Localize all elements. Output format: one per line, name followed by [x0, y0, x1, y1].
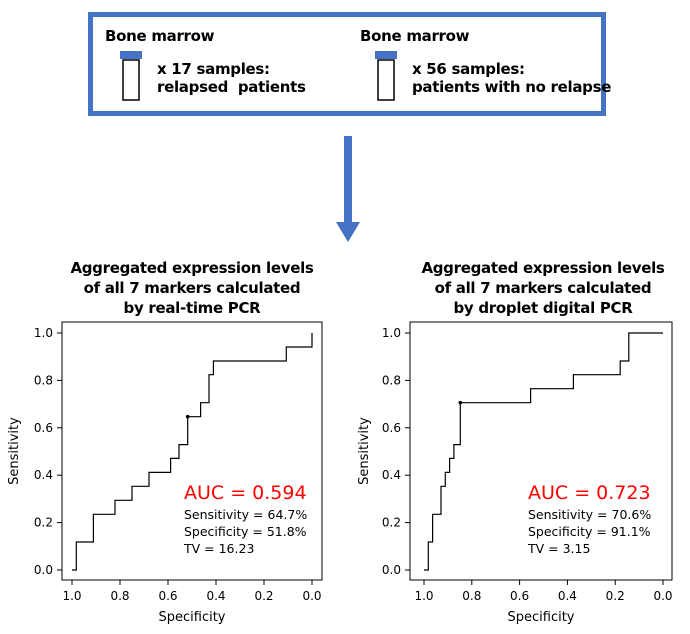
chart1-ytick-label: 0.6 — [34, 421, 53, 435]
chart2-roc-line — [424, 332, 663, 571]
chart1-ytick-label: 1.0 — [34, 326, 53, 340]
chart1-xtick-label: 0.6 — [158, 589, 177, 603]
chart1-xtick-label: 0.0 — [302, 589, 321, 603]
chart1-ytick-label: 0.0 — [34, 563, 53, 577]
chart2-stat-1: Specificity = 91.1% — [528, 524, 651, 539]
chart2-ylabel: Sensitivity — [357, 417, 372, 485]
chart2-xlabel: Specificity — [508, 610, 575, 625]
chart2-ytick-label: 0.2 — [382, 516, 401, 530]
left-group-count: x 17 samples: — [157, 60, 270, 78]
chart1-xlabel: Specificity — [159, 610, 226, 625]
chart2-auc-label: AUC = 0.723 — [528, 482, 651, 504]
chart2-ytick-label: 0.8 — [382, 373, 401, 387]
chart2-stat-2: TV = 3.15 — [527, 541, 590, 556]
chart2-ytick-label: 0.6 — [382, 421, 401, 435]
cohort-box — [88, 12, 606, 116]
chart2-xtick-label: 0.0 — [653, 589, 672, 603]
chart2-xtick-label: 0.2 — [606, 589, 625, 603]
right-group-count: x 56 samples: — [412, 60, 525, 78]
chart2-xtick-label: 0.6 — [510, 589, 529, 603]
chart1-xtick-label: 0.4 — [206, 589, 225, 603]
chart2-ytick-label: 0.4 — [382, 468, 401, 482]
down-arrow-icon — [336, 136, 360, 242]
chart2-optimal-point — [458, 400, 463, 405]
right-tube-icon — [375, 51, 397, 101]
chart1-ytick-label: 0.8 — [34, 373, 53, 387]
chart1-xtick-label: 0.8 — [110, 589, 129, 603]
chart1-ylabel: Sensitivity — [7, 417, 22, 485]
chart2-xtick-label: 0.4 — [558, 589, 577, 603]
chart2-ytick-label: 0.0 — [382, 563, 401, 577]
chart1-stat-2: TV = 16.23 — [183, 541, 254, 556]
chart1-roc-line — [72, 333, 313, 571]
chart1-ytick-label: 0.2 — [34, 516, 53, 530]
chart2-title-line1: Aggregated expression levels — [421, 259, 665, 277]
chart2-xtick-label: 0.8 — [462, 589, 481, 603]
chart1-auc-label: AUC = 0.594 — [184, 482, 307, 504]
right-group-desc: patients with no relapse — [412, 78, 612, 96]
chart2-ytick-label: 1.0 — [382, 326, 401, 340]
left-group-desc: relapsed patients — [157, 78, 306, 96]
chart1-title-line1: Aggregated expression levels — [70, 259, 314, 277]
chart1-stat-1: Specificity = 51.8% — [184, 524, 307, 539]
chart2-stat-0: Sensitivity = 70.6% — [528, 507, 651, 522]
chart2-title: Aggregated expression levels of all 7 ma… — [398, 258, 688, 318]
right-group-title: Bone marrow — [360, 27, 470, 45]
chart1-stat-0: Sensitivity = 64.7% — [184, 507, 307, 522]
chart1-title-line3: by real-time PCR — [123, 299, 261, 317]
left-group-title: Bone marrow — [105, 27, 215, 45]
chart2-xtick-label: 1.0 — [414, 589, 433, 603]
chart1-frame — [61, 321, 323, 581]
chart1-title: Aggregated expression levels of all 7 ma… — [47, 258, 337, 318]
chart1-xtick-label: 0.2 — [254, 589, 273, 603]
chart1-title-line2: of all 7 markers calculated — [83, 279, 301, 297]
chart2-title-line3: by droplet digital PCR — [453, 299, 633, 317]
chart2-frame — [409, 321, 673, 581]
chart1-xtick-label: 1.0 — [62, 589, 81, 603]
left-tube-icon — [120, 51, 142, 101]
chart1-optimal-point — [185, 414, 190, 419]
chart2-title-line2: of all 7 markers calculated — [434, 279, 652, 297]
chart1-ytick-label: 0.4 — [34, 468, 53, 482]
